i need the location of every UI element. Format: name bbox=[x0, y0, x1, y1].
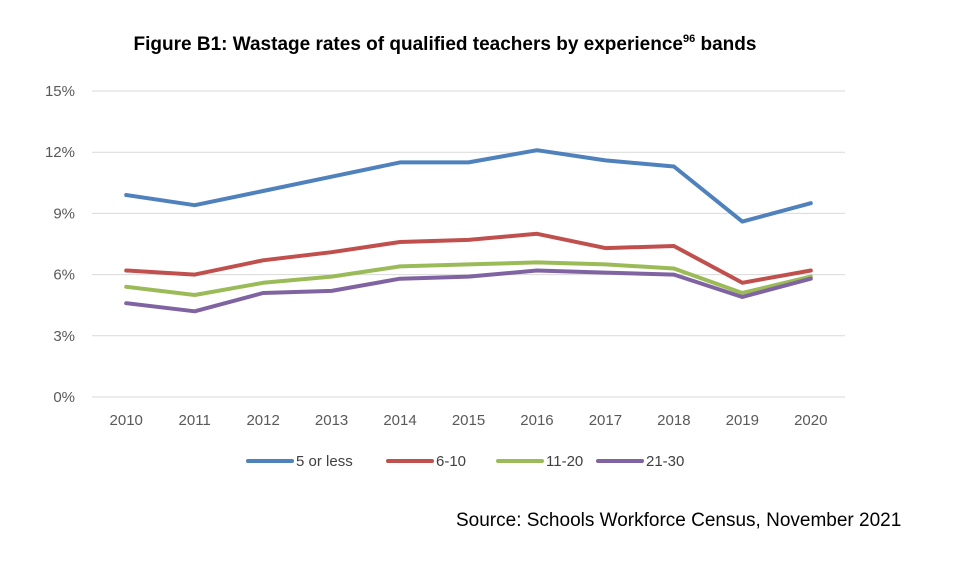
x-tick-label: 2011 bbox=[179, 412, 211, 429]
x-tick-label: 2020 bbox=[794, 412, 827, 429]
source-note: Source: Schools Workforce Census, Novemb… bbox=[456, 510, 902, 531]
y-tick-label: 15% bbox=[45, 83, 75, 100]
gridlines bbox=[92, 90, 845, 398]
x-tick-label: 2019 bbox=[726, 412, 759, 429]
legend: 5 or less 6-10 11-20 21-30 bbox=[246, 453, 684, 470]
legend-label-4: 21-30 bbox=[646, 453, 684, 470]
series-line-2 bbox=[124, 231, 813, 285]
legend-label-3: 11-20 bbox=[546, 453, 583, 470]
y-tick-label: 6% bbox=[53, 267, 75, 284]
series-line-3 bbox=[124, 260, 813, 297]
x-tick-label: 2015 bbox=[452, 412, 485, 429]
series-lines bbox=[124, 148, 813, 314]
chart-title-tail: bands bbox=[695, 34, 757, 55]
x-tick-label: 2013 bbox=[315, 412, 348, 429]
x-tick-label: 2018 bbox=[657, 412, 690, 429]
x-tick-label: 2012 bbox=[246, 412, 279, 429]
series-line-1 bbox=[124, 148, 813, 224]
x-tick-label: 2014 bbox=[383, 412, 416, 429]
x-tick-label: 2017 bbox=[589, 412, 622, 429]
y-tick-label: 3% bbox=[53, 328, 75, 345]
line-chart: 0%3%6%9%12%15% 2010 2011 2012 2013 2014 2015 2… bbox=[45, 83, 845, 470]
legend-label-2: 6-10 bbox=[436, 453, 466, 470]
x-tick-label: 2010 bbox=[110, 412, 143, 429]
y-tick-label: 0% bbox=[53, 389, 75, 406]
x-tick-label: 2016 bbox=[520, 412, 553, 429]
y-tick-label: 9% bbox=[53, 205, 75, 222]
chart-title: Figure B1: Wastage rates of qualified te… bbox=[0, 33, 930, 56]
chart-title-footnote: 96 bbox=[682, 33, 696, 45]
y-tick-label: 12% bbox=[45, 144, 75, 161]
y-axis-ticks: 0% 3% 6% 9% 12% 15% bbox=[45, 83, 75, 406]
legend-label-1: 5 or less bbox=[296, 453, 353, 470]
x-axis-ticks: 2010 2011 2012 2013 2014 2015 2016 2017 2018 2019… bbox=[110, 412, 828, 429]
series-line-4 bbox=[124, 268, 813, 314]
chart-title-text: Figure B1: Wastage rates of qualified te… bbox=[133, 34, 683, 55]
